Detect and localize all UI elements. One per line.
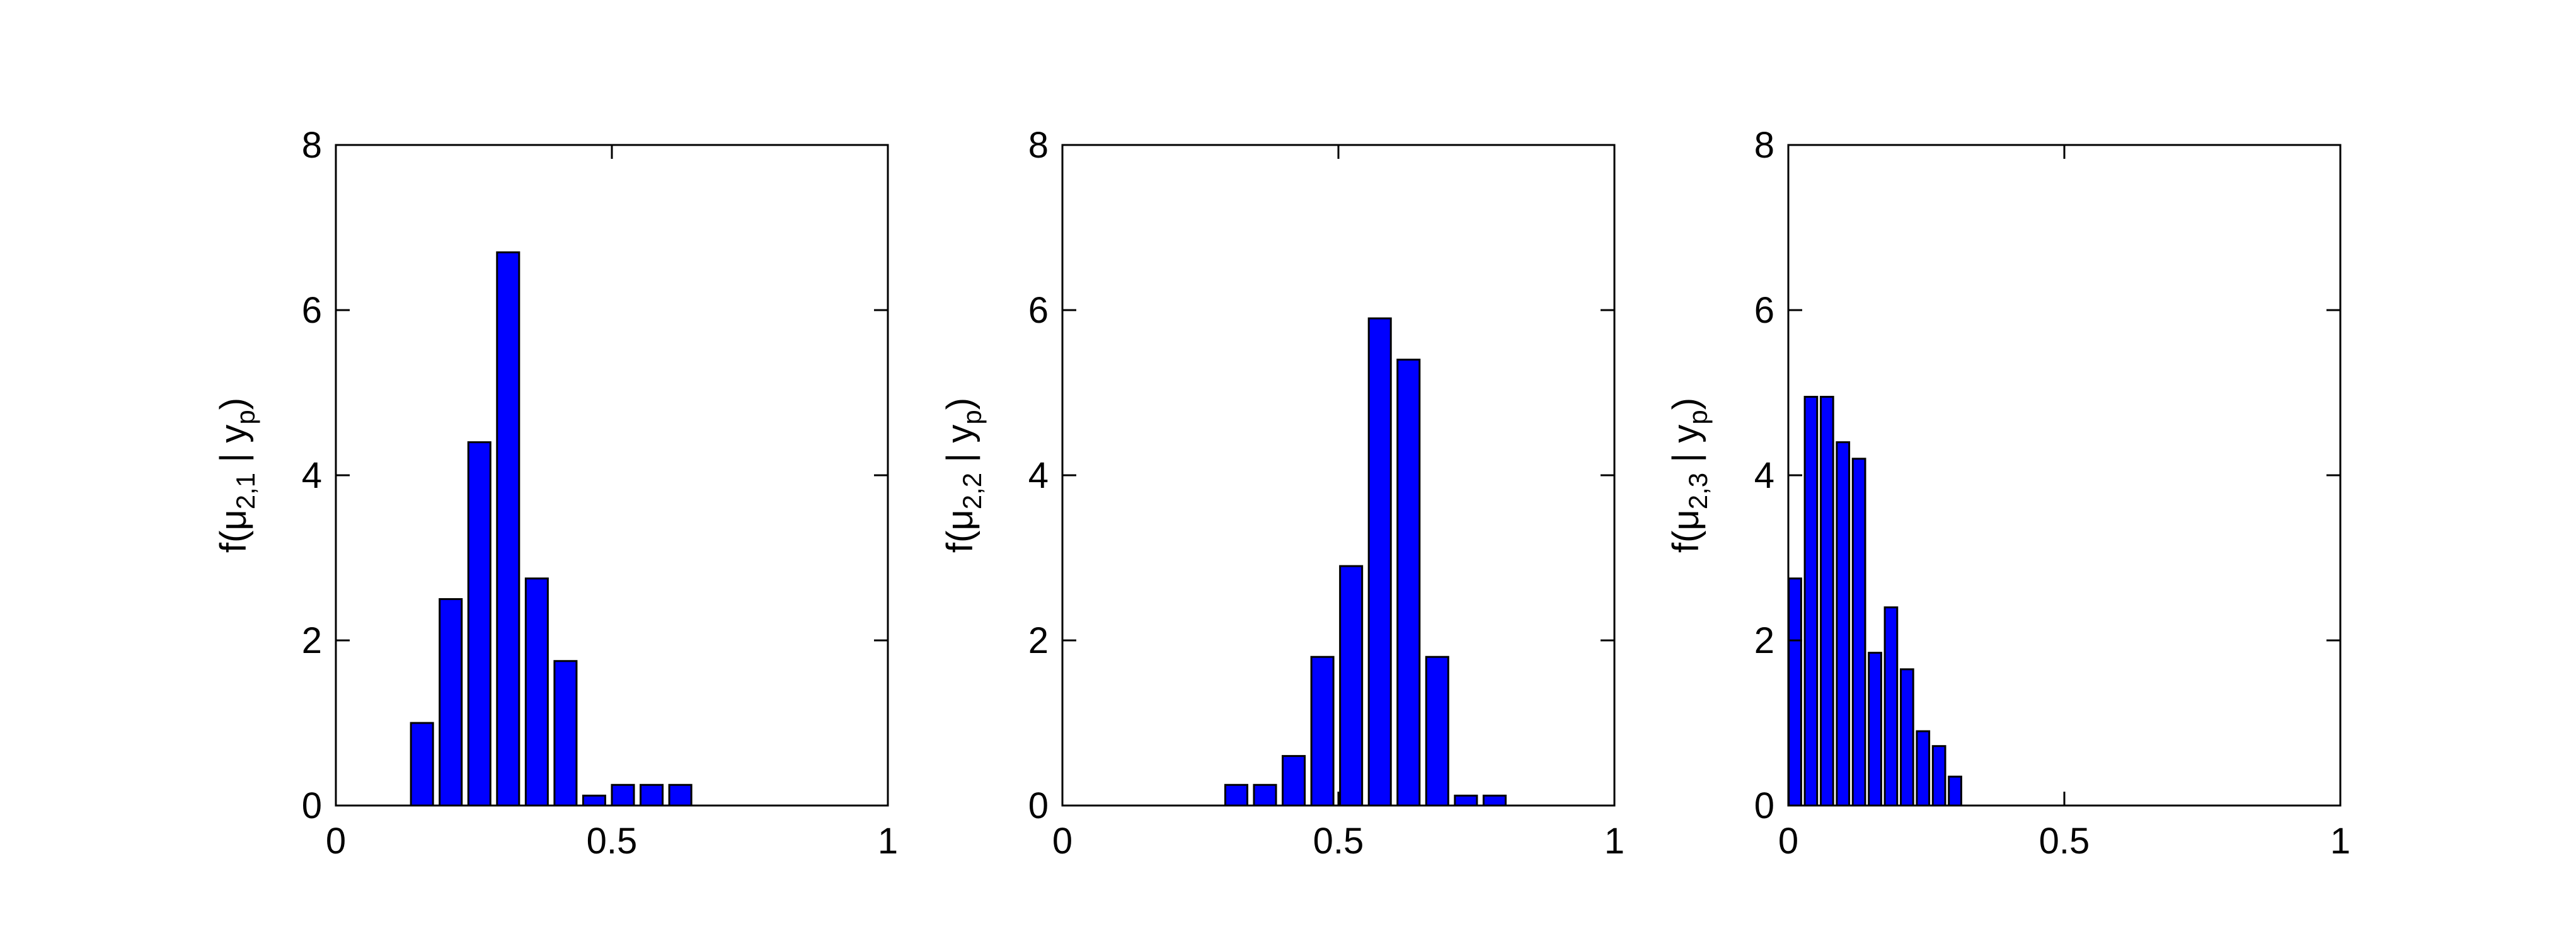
subplot-1-ylabel-mid: | y: [213, 425, 254, 473]
subplot-3-ylabel-prefix: f(μ: [1665, 509, 1706, 553]
subplot-3-ytick-label: 6: [1754, 290, 1774, 331]
subplot-1-bar: [582, 794, 606, 807]
subplot-2-bar: [1454, 794, 1478, 807]
subplot-3-ylabel-sub2: p: [1683, 410, 1713, 424]
subplot-1-bar: [467, 441, 492, 807]
subplot-3-ytick-label: 0: [1754, 785, 1774, 826]
subplot-3-bar: [1788, 577, 1802, 807]
subplot-1-bar: [668, 783, 693, 807]
subplot-2-ylabel: f(μ2,2 | yp): [940, 398, 987, 553]
subplot-3-ytick-label: 4: [1754, 455, 1774, 496]
subplot-2-bar: [1310, 656, 1335, 807]
subplot-1-bar: [524, 577, 549, 807]
subplot-2-bar: [1425, 656, 1449, 807]
subplot-2-bar: [1367, 317, 1392, 807]
subplot-1-ytick-label: 0: [302, 785, 322, 826]
subplot-1-ylabel-sub1: 2,1: [231, 473, 260, 509]
subplot-2-xtick-label: 0: [1052, 821, 1072, 862]
subplot-2-bar: [1282, 754, 1306, 807]
subplot-1-bar: [439, 598, 463, 807]
subplot-1-ylabel-sub2: p: [231, 410, 260, 424]
subplot-1-bar: [640, 783, 664, 807]
subplot-1-xtick-label: 0.5: [587, 821, 638, 862]
subplot-1-ytick-label: 8: [302, 125, 322, 166]
subplot-2-bar: [1253, 783, 1277, 807]
subplot-3-bar: [1803, 396, 1819, 807]
subplot-1-bar: [496, 251, 520, 807]
subplot-3-ylabel-suffix: ): [1665, 398, 1706, 410]
subplot-2-ylabel-suffix: ): [940, 398, 980, 410]
subplot-1-xtick-label: 1: [878, 821, 898, 862]
subplot-3-ylabel-mid: | y: [1665, 425, 1706, 473]
subplot-2-ylabel-mid: | y: [940, 425, 980, 473]
subplot-1-ylabel-suffix: ): [213, 398, 254, 410]
subplot-1-ytick-label: 4: [302, 455, 322, 496]
subplot-2-bar: [1224, 783, 1248, 807]
subplot-2-ylabel-sub1: 2,2: [957, 473, 987, 509]
subplot-3-xtick-label: 1: [2330, 821, 2350, 862]
subplot-3-bar: [1931, 745, 1946, 807]
subplot-3-bar: [1851, 458, 1866, 807]
subplot-3-ylabel: f(μ2,3 | yp): [1665, 398, 1713, 553]
subplot-2-xtick-label: 1: [1604, 821, 1624, 862]
subplot-1-ytick-label: 6: [302, 290, 322, 331]
subplot-3-bar: [1916, 730, 1931, 807]
subplot-3-bar: [1899, 668, 1914, 807]
subplot-2-ytick-label: 2: [1028, 620, 1049, 661]
subplot-2-bar: [1482, 794, 1507, 807]
subplot-3-bar: [1948, 775, 1962, 807]
subplot-1-ylabel-prefix: f(μ: [213, 509, 254, 553]
subplot-1-bar: [611, 783, 635, 807]
subplot-3-bar: [1868, 652, 1882, 807]
subplot-3-xtick-label: 0.5: [2039, 821, 2090, 862]
subplot-3-ytick-label: 2: [1754, 620, 1774, 661]
subplot-2-ylabel-prefix: f(μ: [940, 509, 980, 553]
subplot-2-ytick-label: 4: [1028, 455, 1049, 496]
subplot-1-bar: [410, 722, 434, 807]
subplot-2-ytick-label: 0: [1028, 785, 1049, 826]
subplot-3-ytick-label: 8: [1754, 125, 1774, 166]
subplot-1-ytick-label: 2: [302, 620, 322, 661]
subplot-2-bar: [1396, 359, 1421, 807]
subplot-2-xtick-label: 0.5: [1313, 821, 1364, 862]
subplot-2-ytick-label: 6: [1028, 290, 1049, 331]
subplot-3-bar: [1819, 396, 1834, 807]
subplot-3: f(μ2,3 | yp) 0 0.5 1 0 2 4 6 8: [1665, 125, 2350, 862]
subplot-3-ylabel-sub1: 2,3: [1683, 473, 1713, 509]
subplot-1-xtick-label: 0: [326, 821, 346, 862]
subplot-2: f(μ2,2 | yp) 0 0.5 1 0 2 4 6 8: [940, 125, 1624, 862]
subplot-1: f(μ2,1 | yp) 0 0.5 1 0 2 4 6 8: [213, 125, 898, 862]
subplot-2-ylabel-sub2: p: [957, 410, 987, 424]
subplot-3-xtick-label: 0: [1778, 821, 1798, 862]
subplot-3-bar: [1836, 441, 1851, 807]
subplot-2-bar: [1339, 565, 1364, 807]
subplot-1-ylabel: f(μ2,1 | yp): [213, 398, 260, 553]
subplot-2-ytick-label: 8: [1028, 125, 1049, 166]
subplot-1-bar: [553, 660, 578, 807]
subplot-3-bar: [1883, 606, 1899, 807]
